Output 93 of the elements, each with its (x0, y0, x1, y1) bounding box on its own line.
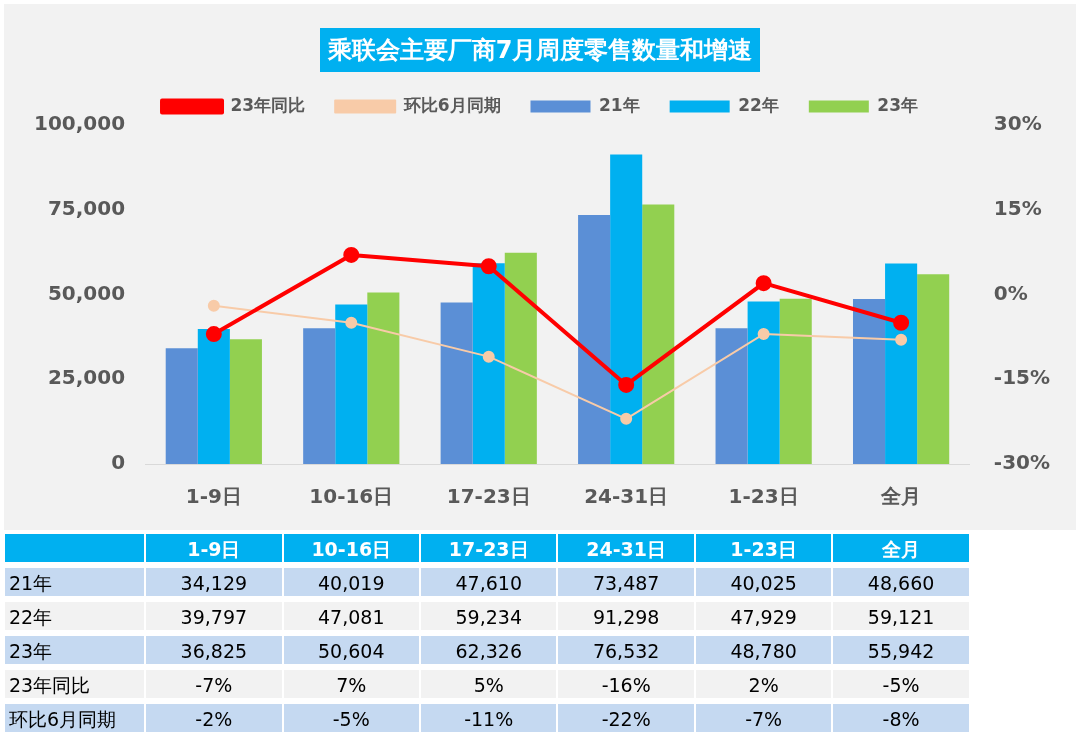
y-tick-label: 50,000 (47, 280, 126, 305)
data-label: 55,942 (867, 640, 935, 662)
legend-label: 环比6月同期 (402, 94, 501, 115)
data-label: 47,081 (318, 606, 385, 628)
text: 23年同比 (9, 674, 91, 696)
point (205, 326, 222, 343)
bar (472, 263, 505, 464)
point (343, 246, 360, 263)
data-label: -7% (195, 674, 233, 696)
y2-tick-label: 30% (993, 111, 1042, 136)
y-tick-label: 25,000 (47, 365, 126, 390)
category-label: 10-16日 (311, 538, 392, 560)
y2-tick-label: 0% (993, 280, 1028, 305)
bar (642, 204, 675, 464)
bar (440, 302, 473, 464)
y2-tick-label: -15% (993, 365, 1050, 390)
point (895, 333, 908, 346)
category-label: 1-9日 (187, 538, 241, 560)
data-label: -2% (195, 708, 233, 730)
bar (852, 299, 886, 464)
y2-tick-label: -30% (993, 450, 1050, 475)
point (893, 314, 910, 331)
legend-label: 23年同比 (230, 94, 306, 115)
data-label: 47,929 (730, 606, 797, 628)
bar (715, 328, 748, 464)
x-tick-label: 10-16日 (309, 484, 394, 509)
data-label: -7% (745, 708, 783, 730)
x-tick-label: 24-31日 (584, 484, 669, 509)
y-tick-label: 100,000 (34, 111, 126, 136)
bar (917, 274, 950, 464)
bar (779, 298, 812, 464)
data-label: 48,660 (867, 572, 935, 594)
bar (335, 304, 368, 464)
bar (367, 292, 400, 464)
bar (197, 329, 230, 464)
data-label: 50,604 (318, 640, 385, 662)
bar (747, 301, 780, 464)
data-label: 5% (473, 674, 504, 696)
bar (165, 348, 198, 464)
data-label: 39,797 (180, 606, 248, 628)
data-label: 62,326 (455, 640, 522, 662)
point (207, 299, 220, 312)
text: 22年 (9, 606, 53, 628)
category-label: 17-23日 (448, 538, 529, 560)
y-tick-label: 0 (111, 450, 126, 475)
bar (303, 328, 336, 464)
data-label: 36,825 (180, 640, 248, 662)
x-tick-label: 1-9日 (185, 484, 242, 509)
data-label: 40,019 (318, 572, 385, 594)
y-tick-label: 75,000 (47, 195, 126, 220)
text: 23年 (9, 640, 53, 662)
data-label: 40,025 (730, 572, 797, 594)
data-label: 76,532 (592, 640, 660, 662)
point (618, 376, 635, 393)
data-label: 73,487 (592, 572, 660, 594)
data-label: -16% (601, 674, 651, 696)
legend-label: 23年 (877, 94, 918, 115)
point (757, 328, 770, 341)
data-label: 34,129 (180, 572, 248, 594)
y2-tick-label: 15% (993, 195, 1042, 220)
data-label: -11% (464, 708, 514, 730)
x-tick-label: 全月 (880, 484, 922, 509)
point (482, 350, 495, 363)
data-label: 47,610 (455, 572, 522, 594)
category-label: 1-23日 (730, 538, 797, 560)
text: 21年 (9, 572, 53, 594)
chart-title: 乘联会主要厂商7月周度零售数量和增速 (319, 28, 761, 72)
text: 环比6月同期 (9, 708, 117, 730)
data-label: -8% (882, 708, 920, 730)
data-label: -5% (332, 708, 370, 730)
point (755, 275, 772, 292)
x-tick-label: 17-23日 (446, 484, 531, 509)
data-label: -22% (601, 708, 651, 730)
bar (229, 339, 262, 464)
point (620, 412, 633, 425)
point (345, 316, 358, 329)
x-tick-label: 1-23日 (728, 484, 799, 509)
bar (504, 252, 537, 464)
category-label: 24-31日 (586, 538, 667, 560)
bar (885, 263, 918, 464)
data-label: 91,298 (592, 606, 660, 628)
data-label: 48,780 (730, 640, 797, 662)
legend-label: 22年 (738, 94, 779, 115)
bar (610, 154, 643, 464)
legend-label: 21年 (599, 94, 640, 115)
point (480, 258, 497, 275)
data-label: 59,234 (455, 606, 522, 628)
data-label: 59,121 (867, 606, 935, 628)
category-label: 全月 (882, 538, 921, 560)
data-label: 2% (748, 674, 779, 696)
data-label: -5% (882, 674, 920, 696)
data-label: 7% (336, 674, 367, 696)
bar (578, 214, 611, 464)
